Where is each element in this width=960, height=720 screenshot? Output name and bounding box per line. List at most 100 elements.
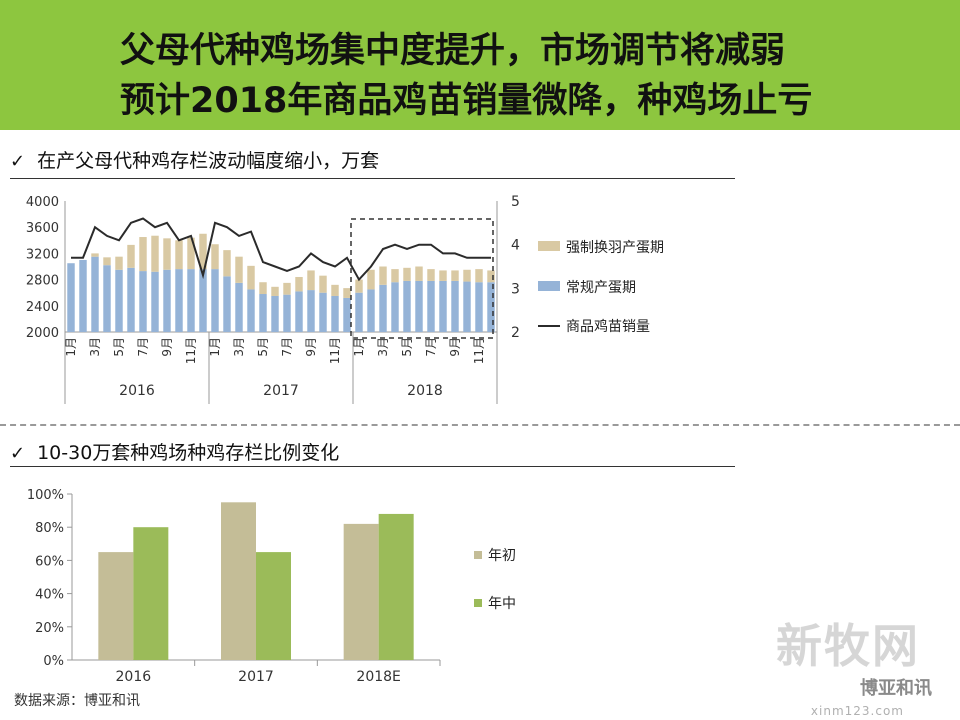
bar-regular — [391, 282, 399, 332]
check-icon: ✓ — [10, 151, 26, 172]
x-tick-label: 2016 — [116, 669, 152, 685]
bar-regular — [247, 289, 255, 332]
y-tick-label: 4000 — [26, 195, 59, 210]
watermark-logo: 新牧网 — [776, 619, 920, 673]
bar-mid-year — [256, 552, 291, 660]
x-tick-label: 3月 — [88, 337, 102, 357]
x-tick-label: 1月 — [64, 337, 78, 357]
bar-forced-molt — [235, 256, 243, 283]
y2-tick-label: 3 — [511, 281, 520, 297]
x-tick-label: 1月 — [208, 337, 222, 357]
bar-forced-molt — [451, 270, 459, 281]
highlight-box — [350, 218, 494, 339]
y-tick-label: 2800 — [26, 274, 59, 289]
bar-regular — [283, 294, 291, 332]
bar-regular — [91, 256, 99, 332]
bar-regular — [223, 276, 231, 332]
slide-title-line1: 父母代种鸡场集中度提升，市场调节将减弱 — [120, 31, 786, 71]
bar-forced-molt — [259, 282, 267, 295]
section-rule-2 — [10, 466, 735, 467]
bar-forced-molt — [283, 282, 291, 295]
watermark-url: xinm123.com — [810, 704, 904, 718]
section-heading-1: ✓ 在产父母代种鸡存栏波动幅度缩小，万套 — [10, 146, 379, 173]
year-label: 2016 — [119, 383, 155, 399]
bar-forced-molt — [223, 250, 231, 277]
y-tick-label: 20% — [35, 621, 64, 636]
y-tick-label: 3600 — [26, 221, 59, 236]
section-heading-1-text: 在产父母代种鸡存栏波动幅度缩小，万套 — [37, 150, 380, 172]
section-heading-2-text: 10-30万套种鸡场种鸡存栏比例变化 — [37, 442, 340, 464]
x-tick-label: 5月 — [400, 337, 414, 357]
x-tick-label: 5月 — [112, 337, 126, 357]
bar-regular — [367, 289, 375, 332]
bar-regular — [415, 280, 423, 332]
bar-forced-molt — [91, 253, 99, 257]
bar-forced-molt — [151, 235, 159, 272]
x-tick-label: 9月 — [304, 337, 318, 357]
bar-year-start — [221, 502, 256, 660]
y2-tick-label: 5 — [511, 194, 520, 210]
bar-regular — [439, 280, 447, 332]
legend-swatch-regular — [538, 281, 560, 291]
x-tick-label: 11月 — [184, 337, 198, 364]
bar-forced-molt — [331, 284, 339, 296]
x-tick-label: 7月 — [424, 337, 438, 357]
x-tick-label: 2017 — [238, 669, 274, 685]
bar-regular — [343, 297, 351, 332]
x-tick-label: 7月 — [280, 337, 294, 357]
y2-tick-label: 2 — [511, 325, 520, 341]
y-tick-label: 40% — [35, 588, 64, 603]
bar-regular — [151, 271, 159, 332]
section-heading-2: ✓ 10-30万套种鸡场种鸡存栏比例变化 — [10, 438, 339, 465]
bar-regular — [355, 292, 363, 332]
check-icon: ✓ — [10, 443, 26, 464]
legend-label-forced: 强制换羽产蛋期 — [566, 239, 664, 256]
bar-forced-molt — [415, 266, 423, 281]
bar-forced-molt — [307, 270, 315, 291]
legend-swatch-year-start — [474, 551, 482, 559]
bar-regular — [307, 290, 315, 332]
legend-label-regular: 常规产蛋期 — [566, 280, 636, 296]
bar-forced-molt — [175, 240, 183, 270]
y-tick-label: 80% — [35, 521, 64, 536]
x-tick-label: 3月 — [376, 337, 390, 357]
bar-regular — [331, 295, 339, 332]
bar-regular — [103, 265, 111, 332]
bar-forced-molt — [199, 233, 207, 270]
bar-year-start — [98, 552, 134, 660]
bar-mid-year — [378, 513, 414, 660]
bar-regular — [379, 284, 387, 332]
legend-swatch-mid-year — [474, 599, 482, 607]
bar-regular — [451, 280, 459, 332]
bar-forced-molt — [463, 269, 471, 282]
y-tick-label: 2400 — [26, 300, 59, 315]
year-label: 2018 — [407, 383, 443, 399]
legend-label-year-start: 年初 — [488, 547, 516, 564]
bar-regular — [163, 269, 171, 332]
bar-forced-molt — [439, 270, 447, 281]
x-tick-label: 5月 — [256, 337, 270, 357]
bar-forced-molt — [391, 269, 399, 283]
section-rule-1 — [10, 178, 735, 179]
x-tick-label: 1月 — [352, 337, 366, 357]
bar-regular — [259, 294, 267, 332]
bar-forced-molt — [295, 276, 303, 292]
bar-forced-molt — [163, 238, 171, 270]
bar-regular — [127, 267, 135, 332]
bar-regular — [427, 280, 435, 332]
bar-forced-molt — [427, 269, 435, 281]
bar-forced-molt — [475, 269, 483, 283]
bar-regular — [487, 282, 495, 332]
year-label: 2017 — [263, 383, 299, 399]
bar-regular — [475, 282, 483, 332]
line-chick-sales — [71, 217, 491, 282]
bar-regular — [211, 269, 219, 332]
bar-forced-molt — [211, 244, 219, 270]
bar-regular — [319, 292, 327, 332]
y-tick-label: 60% — [35, 554, 64, 569]
legend-label-line: 商品鸡苗销量 — [566, 318, 650, 335]
y-tick-label: 100% — [27, 488, 64, 503]
legend-label-mid-year: 年中 — [488, 596, 516, 612]
bar-regular — [187, 269, 195, 332]
